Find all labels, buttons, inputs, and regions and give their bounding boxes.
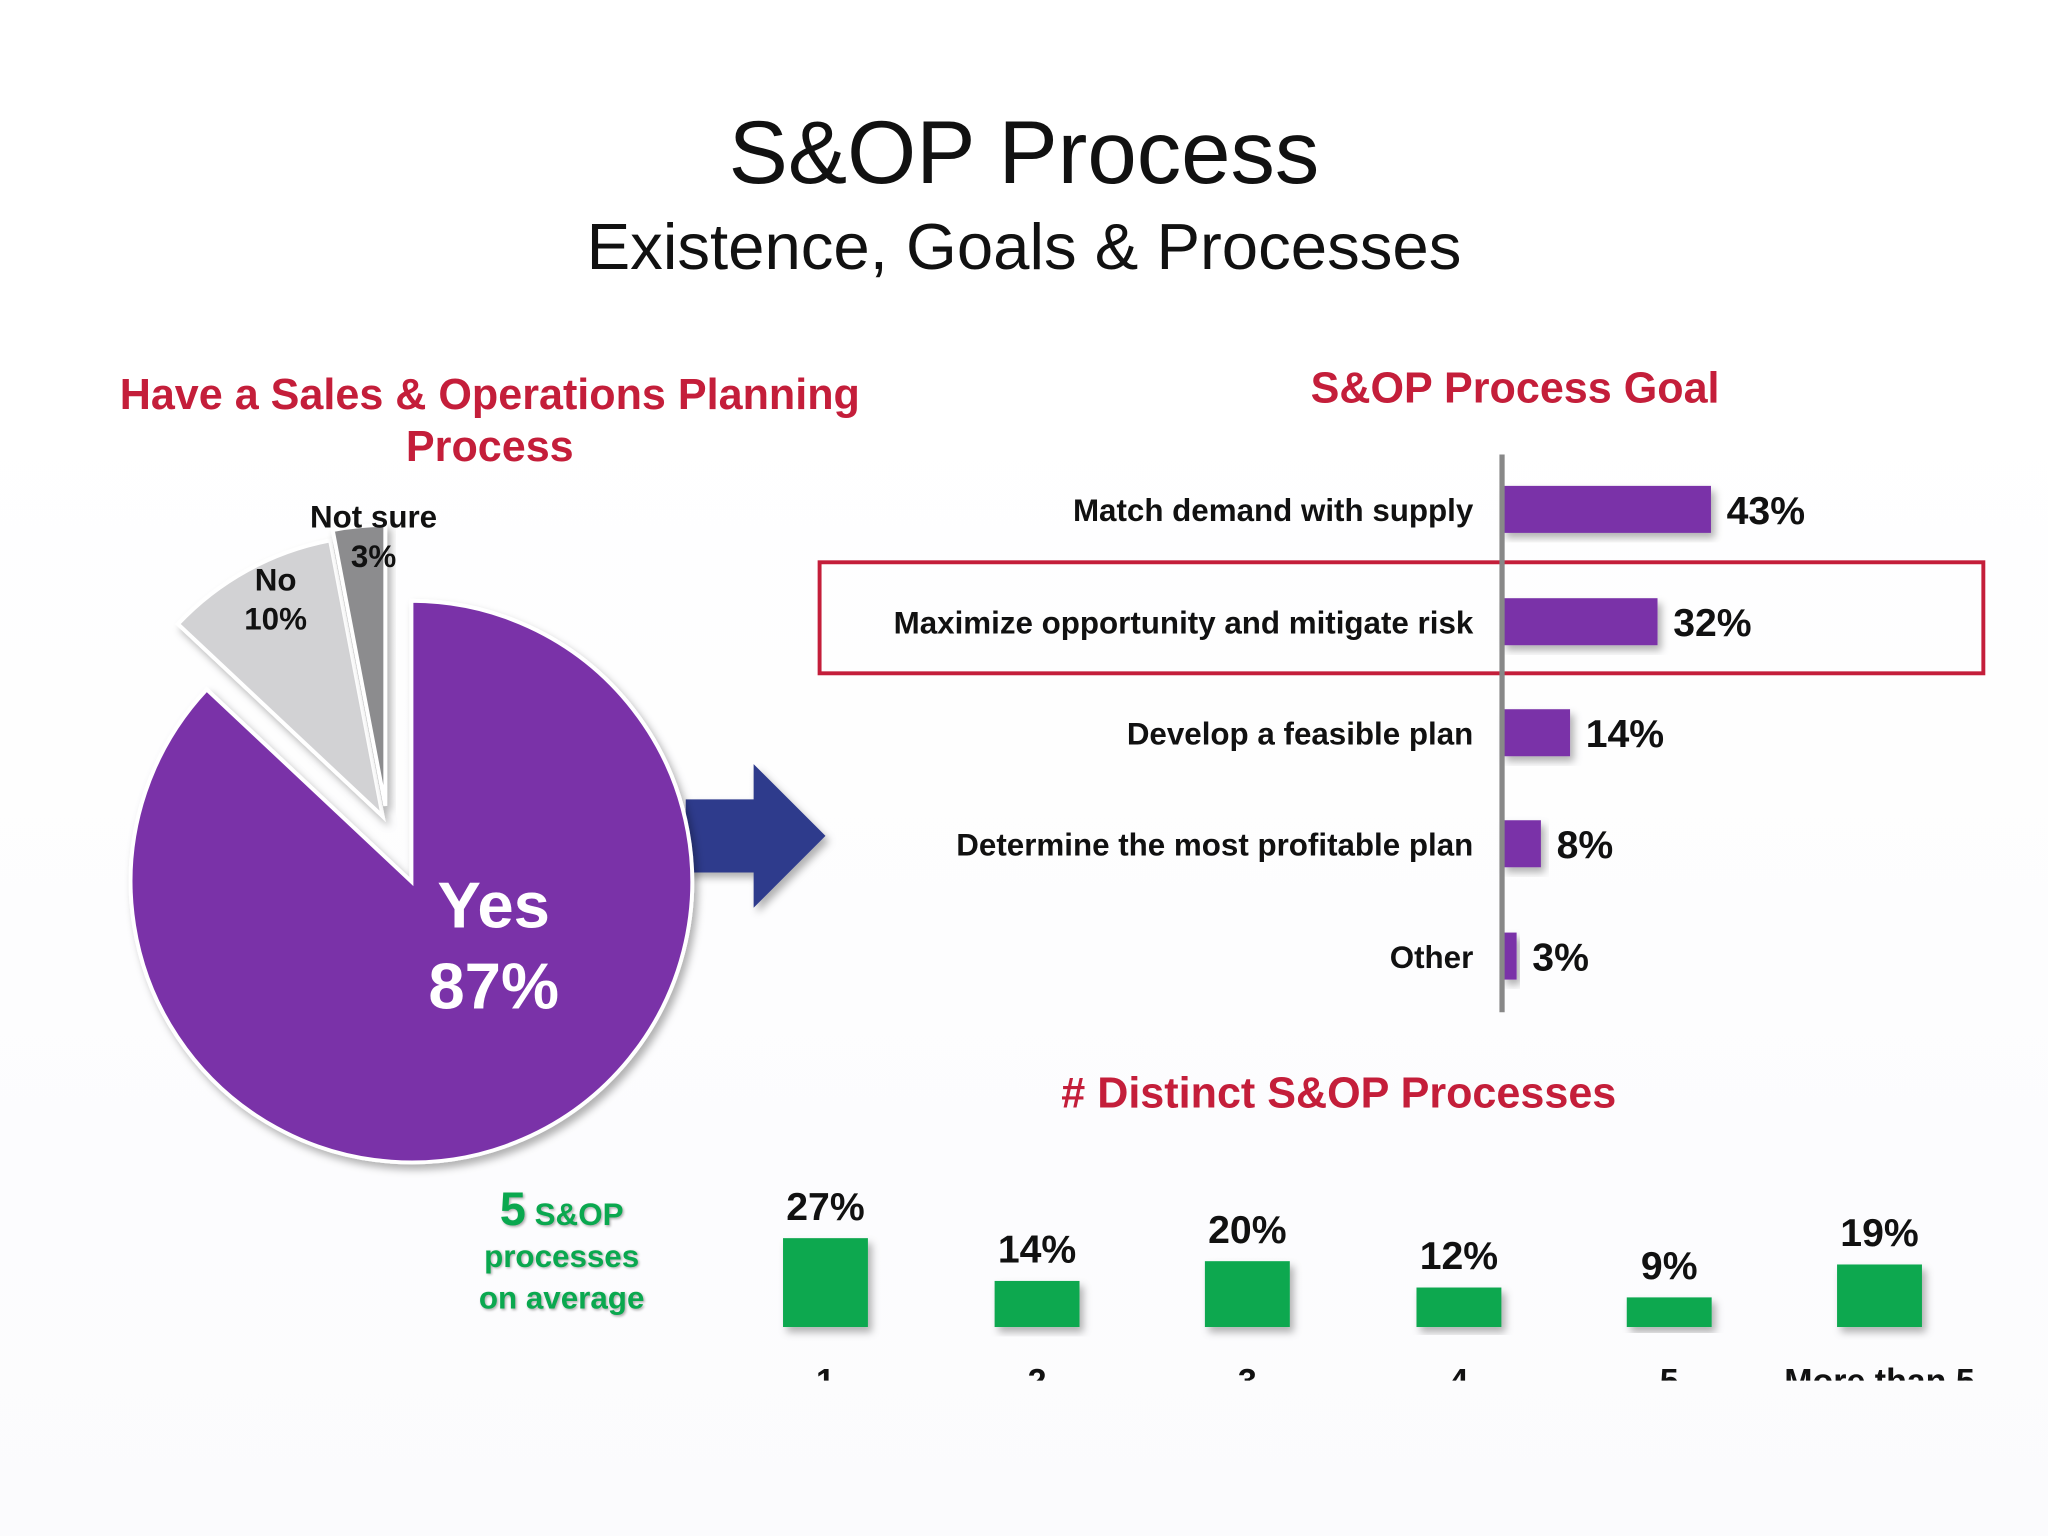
pie-label: Yes [437, 868, 550, 941]
processes-value-label: 9% [1641, 1245, 1698, 1288]
processes-bar [1837, 1264, 1922, 1328]
goal-bar [1502, 485, 1711, 533]
processes-category-label: 1 [816, 1362, 835, 1400]
processes-category-label: 4 [1449, 1362, 1468, 1400]
processes-value-label: 12% [1420, 1235, 1498, 1278]
goal-bar-chart: Match demand with supply 43% Maximize oppo… [894, 454, 1805, 1013]
pie-value-label: 10% [244, 602, 307, 637]
pie-value-label: 87% [428, 949, 559, 1022]
processes-bar [1204, 1261, 1290, 1328]
pie-slice-not-sure [330, 523, 388, 807]
goal-bar [1502, 598, 1658, 646]
pie-label: No [255, 562, 297, 597]
average-line2: processes [484, 1239, 640, 1275]
goal-value-label: 8% [1557, 824, 1614, 867]
processes-category-label: 5 [1660, 1362, 1679, 1400]
pie-title: Have a Sales & Operations Planning Proce… [119, 369, 860, 471]
pie-chart: Yes 87% No 10% Not sure 3% [128, 500, 695, 1165]
goal-category-label: Match demand with supply [1073, 493, 1474, 528]
goal-category-label: Develop a feasible plan [1127, 716, 1473, 751]
goal-value-label: 32% [1673, 602, 1751, 645]
slide-subtitle: Existence, Goals & Processes [586, 210, 1462, 284]
average-line3: on average [478, 1281, 645, 1317]
processes-bar [1626, 1297, 1712, 1328]
highlight-box [817, 560, 1986, 676]
pie-label: Not sure [310, 500, 437, 535]
goal-category-label: Determine the most profitable plan [956, 828, 1473, 863]
average-number: 5 [499, 1182, 526, 1236]
processes-bar [994, 1280, 1080, 1328]
goal-value-label: 3% [1532, 936, 1589, 979]
processes-value-label: 14% [998, 1229, 1076, 1272]
goal-bar [1502, 709, 1571, 757]
pie-slice-no [175, 538, 386, 822]
processes-category-label: 3 [1238, 1362, 1257, 1400]
goal-bar [1502, 820, 1541, 868]
processes-bar [1416, 1287, 1502, 1328]
processes-chart-title: # Distinct S&OP Processes [1061, 1068, 1617, 1117]
pie-value-label: 3% [351, 539, 396, 574]
pie-slice-yes [128, 598, 695, 1165]
goal-value-label: 14% [1586, 713, 1664, 756]
processes-category-label: More than 5 [1784, 1362, 1974, 1400]
processes-bar-chart: 27% 1 14% 2 20% 3 12% 4 9% 5 19% More than 5 [722, 1186, 1986, 1400]
goal-bar [1502, 932, 1517, 980]
goal-category-label: Maximize opportunity and mitigate risk [894, 605, 1474, 640]
average-unit: S&OP [534, 1197, 624, 1233]
processes-value-label: 20% [1208, 1209, 1286, 1252]
processes-bar [783, 1238, 868, 1328]
goal-category-label: Other [1390, 940, 1474, 975]
slide-title: S&OP Process [728, 103, 1320, 203]
average-note: 5 S&OP processes on average [444, 1185, 679, 1321]
goal-value-label: 43% [1727, 490, 1805, 533]
processes-value-label: 19% [1840, 1212, 1918, 1255]
processes-value-label: 27% [786, 1186, 864, 1229]
processes-category-label: 2 [1028, 1362, 1047, 1400]
arrow-icon [685, 764, 826, 908]
goal-chart-title: S&OP Process Goal [1310, 363, 1720, 412]
